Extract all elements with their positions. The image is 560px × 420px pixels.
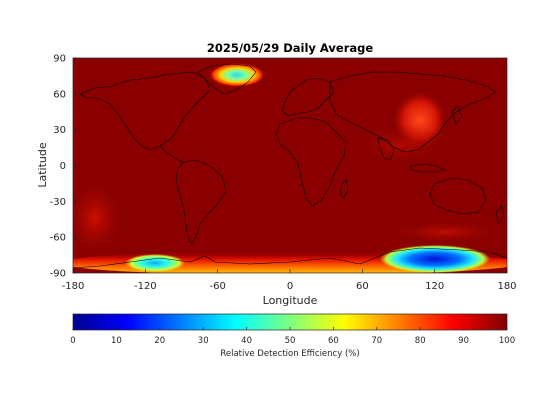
colorbar-tick-label: 60	[328, 336, 339, 346]
y-tick-label: -60	[50, 233, 66, 244]
coast-india	[377, 137, 395, 161]
coast-new-zealand	[495, 205, 505, 225]
colorbar-ticks: 0 10 20 30 40 50 60 70 80 90 100	[70, 327, 515, 346]
coast-antarctica	[73, 247, 507, 269]
coast-australia	[429, 177, 487, 215]
x-tick-label: 180	[497, 281, 516, 292]
heat-southern-ocean-east	[385, 220, 505, 244]
y-tick-label: 90	[53, 54, 66, 65]
colorbar-tick-label: 10	[111, 336, 122, 346]
y-tick-label: -30	[50, 197, 66, 208]
colorbar-tick-label: 0	[70, 336, 75, 346]
colorbar-tick-label: 80	[415, 336, 426, 346]
coast-madagascar	[339, 179, 349, 199]
colorbar-tick-label: 70	[371, 336, 382, 346]
x-axis-label: Longitude	[263, 294, 318, 307]
colorbar-tick-label: 40	[241, 336, 252, 346]
x-tick-label: 60	[356, 281, 369, 292]
coast-greenland	[197, 63, 257, 95]
colorbar-tick-label: 90	[458, 336, 469, 346]
colorbar-tick-label: 20	[154, 336, 165, 346]
x-tick-label: 120	[425, 281, 444, 292]
x-axis: -180 -120 -60 0 60 120 180	[62, 269, 517, 292]
heat-central-asia	[355, 125, 445, 165]
coast-asia	[329, 71, 497, 153]
coast-south-america	[175, 159, 227, 245]
x-tick-label: 0	[287, 281, 293, 292]
coast-japan	[451, 105, 463, 125]
colorbar-label: Relative Detection Efficiency (%)	[220, 349, 359, 359]
heat-east-antarctica	[380, 245, 490, 273]
y-tick-label: 30	[53, 125, 66, 136]
x-tick-label: -120	[134, 281, 157, 292]
colorbar-tick-label: 30	[198, 336, 209, 346]
coast-indonesia	[409, 163, 447, 173]
coastlines	[73, 63, 507, 269]
x-tick-label: -60	[209, 281, 225, 292]
y-axis: 90 60 30 0 -30 -60 -90	[50, 54, 77, 280]
x-tick-label: -180	[62, 281, 85, 292]
y-tick-label: 60	[53, 89, 66, 100]
coast-central-america	[159, 145, 185, 163]
y-axis-label: Latitude	[36, 142, 49, 188]
heat-greenland	[209, 63, 265, 87]
map-plot-area	[73, 58, 507, 273]
coast-north-america	[79, 71, 211, 151]
colorbar-tick-label: 100	[499, 336, 515, 346]
y-tick-label: 0	[60, 161, 66, 172]
heat-south-pacific	[73, 178, 125, 258]
coast-africa	[275, 117, 347, 207]
y-tick-label: -90	[50, 269, 66, 280]
chart-title: 2025/05/29 Daily Average	[207, 41, 374, 55]
heat-west-antarctica	[125, 254, 185, 272]
colorbar-tick-label: 50	[285, 336, 296, 346]
coast-europe	[281, 77, 335, 117]
